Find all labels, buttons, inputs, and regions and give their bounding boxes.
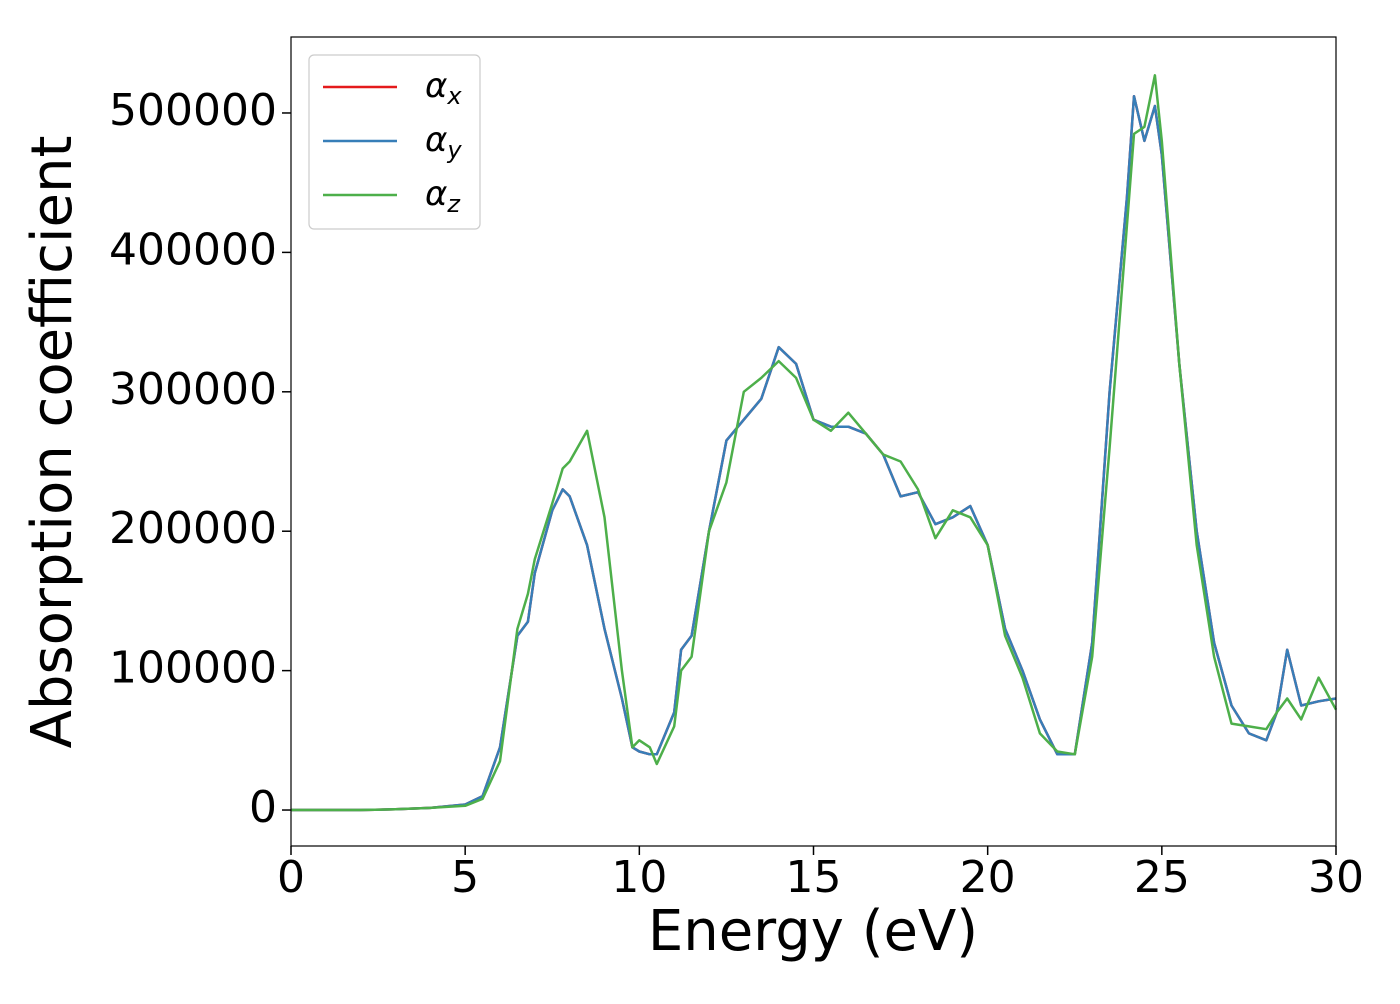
legend-label: αx — [425, 66, 462, 111]
y-axis-label: Absorption coefficient — [20, 136, 85, 749]
x-tick-label: 20 — [960, 852, 1016, 903]
legend-label: αz — [425, 174, 461, 219]
x-tick-label: 30 — [1308, 852, 1364, 903]
y-tick-label: 500000 — [109, 85, 277, 136]
y-tick-label: 400000 — [109, 224, 277, 275]
plot-frame — [290, 36, 1337, 847]
x-axis-label: Energy (eV) — [648, 899, 978, 964]
y-tick-label: 100000 — [109, 643, 277, 694]
x-tick-label: 15 — [786, 852, 842, 903]
series-line — [291, 74, 1338, 812]
y-tick-label: 0 — [249, 782, 277, 833]
x-tick-label: 0 — [277, 852, 305, 903]
legend-label: αy — [425, 120, 462, 165]
y-tick-label: 200000 — [109, 503, 277, 554]
x-tick-label: 5 — [451, 852, 479, 903]
y-tick-label: 300000 — [109, 364, 277, 415]
x-tick-label: 10 — [611, 852, 667, 903]
legend: αx αy αz — [308, 54, 481, 230]
x-tick-label: 25 — [1134, 852, 1190, 903]
